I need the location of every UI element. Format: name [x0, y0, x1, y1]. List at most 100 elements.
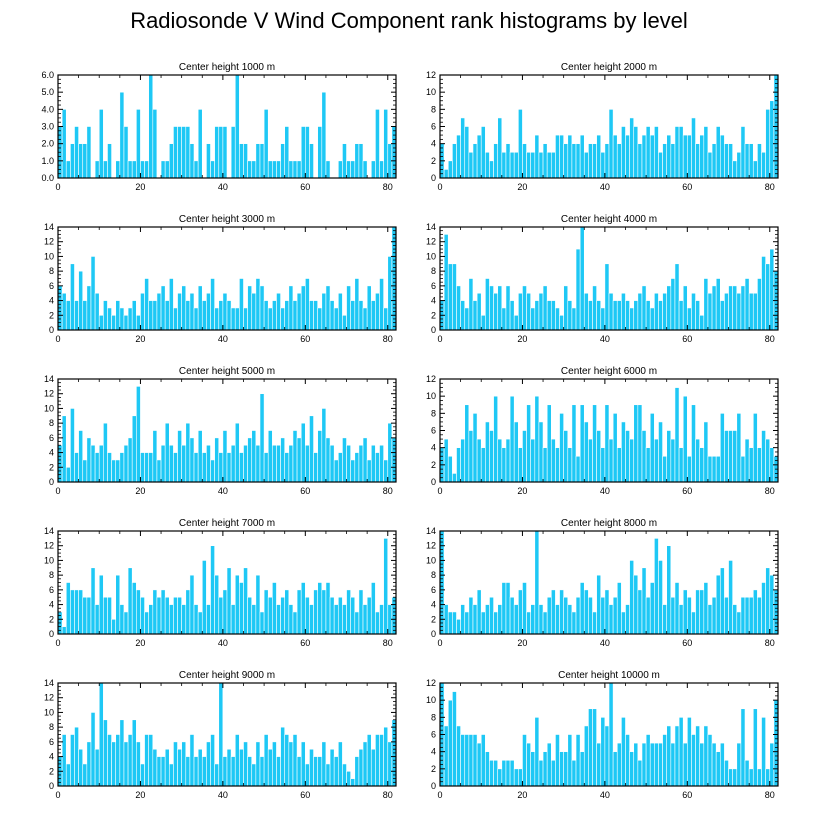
histogram-bar [715, 126, 721, 179]
x-tick-label: 20 [135, 486, 145, 496]
histogram-bar [538, 151, 544, 179]
histogram-bar [325, 160, 331, 179]
histogram-bar [674, 126, 680, 179]
histogram-bar [654, 438, 659, 483]
histogram-bar [255, 278, 261, 331]
histogram-panel-9: Center height 9000 m 0 2 4 6 8 10 12 14 0 20 40 60 80 [44, 670, 397, 800]
histogram-bar [633, 574, 639, 635]
histogram-bar [546, 742, 552, 787]
histogram-bar [111, 741, 117, 787]
histogram-bar [70, 589, 75, 635]
histogram-bar [637, 759, 643, 787]
histogram-bar [456, 618, 461, 635]
histogram-bar [629, 438, 635, 483]
histogram-bar [218, 300, 224, 331]
histogram-bar [296, 437, 302, 483]
histogram-bar [263, 734, 269, 787]
histogram-bar [296, 756, 302, 787]
histogram-bar [140, 452, 145, 483]
histogram-bar [703, 126, 709, 179]
histogram-bar [447, 699, 453, 787]
x-tick-label: 80 [383, 638, 393, 648]
histogram-bar [476, 742, 482, 787]
y-tick-label: 2 [49, 766, 54, 776]
histogram-bar [633, 300, 639, 331]
histogram-bar [559, 751, 564, 787]
histogram-bar [513, 151, 519, 179]
histogram-bar [243, 567, 248, 635]
x-tick-label: 60 [682, 486, 692, 496]
y-tick-label: 6 [431, 426, 436, 436]
histogram-bar [600, 447, 606, 483]
histogram-bar [707, 604, 713, 635]
histogram-bar [144, 611, 149, 635]
histogram-bar [201, 300, 207, 331]
histogram-bar [447, 455, 453, 483]
histogram-bar [456, 285, 461, 331]
y-tick-label: 4 [49, 296, 54, 306]
histogram-bar [375, 734, 380, 787]
y-tick-label: 0 [431, 629, 436, 639]
x-tick-label: 20 [135, 790, 145, 800]
histogram-bar [695, 589, 700, 635]
histogram-bar [472, 300, 478, 331]
histogram-bar [156, 459, 162, 483]
histogram-bar [600, 717, 606, 787]
histogram-bar [592, 285, 597, 331]
histogram-bar [769, 100, 775, 179]
x-tick-label: 60 [682, 182, 692, 192]
histogram-bar [160, 444, 166, 483]
histogram-panel-6: Center height 6000 m 0 2 4 6 8 10 12 0 20 40 60 80 [426, 366, 779, 496]
histogram-bar [65, 160, 71, 179]
histogram-bar [127, 307, 133, 331]
histogram-bar [259, 756, 265, 787]
histogram-bar [82, 143, 88, 179]
histogram-bar [559, 589, 564, 635]
histogram-bar [752, 413, 758, 483]
histogram-bar [707, 292, 713, 331]
histogram-bar [239, 748, 244, 787]
y-tick-label: 10 [44, 707, 54, 717]
histogram-bar [61, 292, 67, 331]
histogram-bar [181, 126, 187, 179]
histogram-bar [70, 143, 75, 179]
histogram-bar [218, 126, 224, 179]
histogram-bar [74, 452, 79, 483]
histogram-bar [645, 596, 651, 635]
histogram-bar [111, 314, 117, 331]
histogram-bar [243, 307, 248, 331]
histogram-bar [168, 444, 174, 483]
histogram-bar [719, 134, 725, 179]
histogram-bar [724, 759, 729, 787]
y-tick-label: 4 [431, 139, 436, 149]
histogram-bar [379, 734, 384, 787]
histogram-bar [337, 741, 343, 787]
histogram-bar [115, 459, 121, 483]
histogram-bar [588, 708, 593, 787]
histogram-bar [325, 285, 331, 331]
histogram-bar [226, 748, 232, 787]
histogram-bar [662, 292, 668, 331]
histogram-bar [103, 422, 108, 483]
y-tick-label: 6 [49, 281, 54, 291]
histogram-bar [724, 596, 729, 635]
y-tick-label: 6 [49, 585, 54, 595]
histogram-bar [674, 725, 680, 787]
histogram-bar [321, 408, 327, 483]
histogram-bar [309, 604, 314, 635]
histogram-bar [736, 742, 742, 787]
histogram-bar [280, 437, 286, 483]
histogram-bar [559, 134, 564, 179]
histogram-bar [255, 444, 261, 483]
histogram-bar [107, 307, 112, 331]
histogram-bar [468, 430, 474, 483]
histogram-bar [744, 759, 750, 787]
histogram-bar [136, 589, 141, 635]
histogram-bar [70, 408, 75, 483]
histogram-bar [94, 748, 100, 787]
histogram-bar [559, 413, 564, 483]
histogram-bar [682, 589, 688, 635]
histogram-bar [210, 734, 215, 787]
histogram-bar [70, 734, 75, 787]
histogram-bar [222, 756, 228, 787]
